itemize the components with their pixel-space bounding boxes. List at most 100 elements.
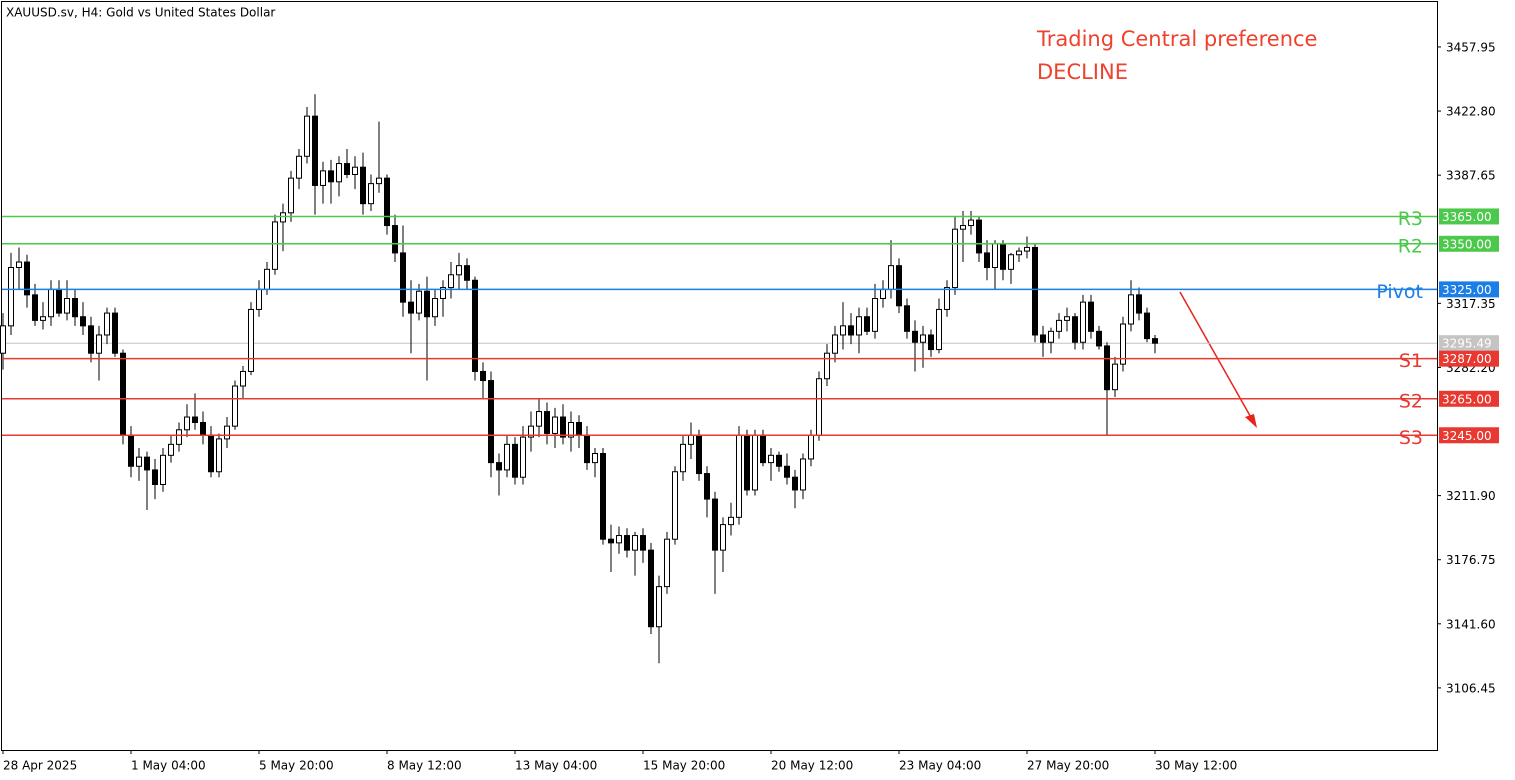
candle [1040,325,1046,357]
candle-body [1152,338,1158,344]
candle-body [200,421,206,436]
candle [536,398,542,438]
candle-body [120,352,126,436]
candle [1144,307,1150,343]
candle [912,320,918,372]
candle-body [408,301,414,314]
candle [800,453,806,500]
candle-body [1040,334,1046,343]
candle-body [648,549,654,628]
candle-body [904,305,910,332]
candle-body [376,177,382,185]
candle-body [992,243,998,269]
candle-body [944,287,950,310]
candle-body [584,434,590,464]
candle-body [320,170,326,186]
annotation: Trading Central preference [1036,27,1317,51]
candle [480,362,486,399]
candle-body [960,225,966,230]
candle [176,422,182,452]
candle-body [400,252,406,303]
candle [1032,243,1038,343]
level-label: 3350.00 [1442,237,1492,251]
plot-frame [1,1,1438,751]
candle-body [512,443,518,478]
candle-body [1112,363,1118,391]
candle [720,517,726,573]
candle-body [152,469,158,485]
candle-body [968,219,974,227]
candle [528,411,534,452]
candle-body [240,370,246,387]
candle-body [568,421,574,438]
candle-body [688,434,694,445]
candle-body [216,438,222,473]
candle-body [160,454,166,485]
candle-body [752,434,758,491]
candle [72,289,78,326]
candle-body [744,434,750,491]
candle [840,302,846,350]
candle [472,276,478,381]
candle-body [736,434,742,518]
candle [640,528,646,563]
candle [120,349,126,445]
candle-body [312,115,318,186]
candle [400,225,406,317]
candle-body [544,411,550,434]
candle-body [1072,316,1078,343]
candle [432,289,438,326]
level-box [1439,281,1499,298]
candle-body [272,221,278,270]
candle [1064,307,1070,332]
candle [144,451,150,511]
candle [464,258,470,290]
candle-body [888,265,894,290]
candle-body [392,225,398,254]
candle-body [1088,301,1094,332]
last-price-label: 3295.49 [1442,337,1492,351]
candle-body [264,268,270,290]
candle-body [1144,312,1150,340]
candle-body [104,312,110,336]
candle-body [920,334,926,343]
candle [832,325,838,363]
candle [560,404,566,445]
candle [728,502,734,536]
candle [648,542,654,635]
candle [24,254,30,308]
candle [40,302,46,330]
candle [1072,313,1078,350]
level-name: Pivot [1376,281,1423,303]
candle [64,280,70,321]
candle-body [424,290,430,318]
level-box [1439,390,1499,407]
candle-body [288,177,294,214]
candle-body [336,163,342,183]
candle-body [704,473,710,500]
candle [184,404,190,438]
candle-body [896,265,902,307]
candle [168,435,174,463]
candle-body [832,334,838,354]
candle [568,411,574,452]
candle [856,307,862,354]
candle [544,402,550,445]
candle [1152,334,1158,354]
candle [1024,236,1030,259]
candle [552,407,558,449]
candle [248,302,254,376]
candle [16,247,22,290]
candle-body [144,456,150,471]
candle-body [784,465,790,478]
candle [776,451,782,472]
candle-body [840,325,846,336]
candle-body [848,325,854,336]
candle [736,426,742,525]
x-tick-label: 5 May 20:00 [259,759,334,773]
candle-body [864,316,870,332]
candle [240,365,246,399]
candle [816,371,822,441]
